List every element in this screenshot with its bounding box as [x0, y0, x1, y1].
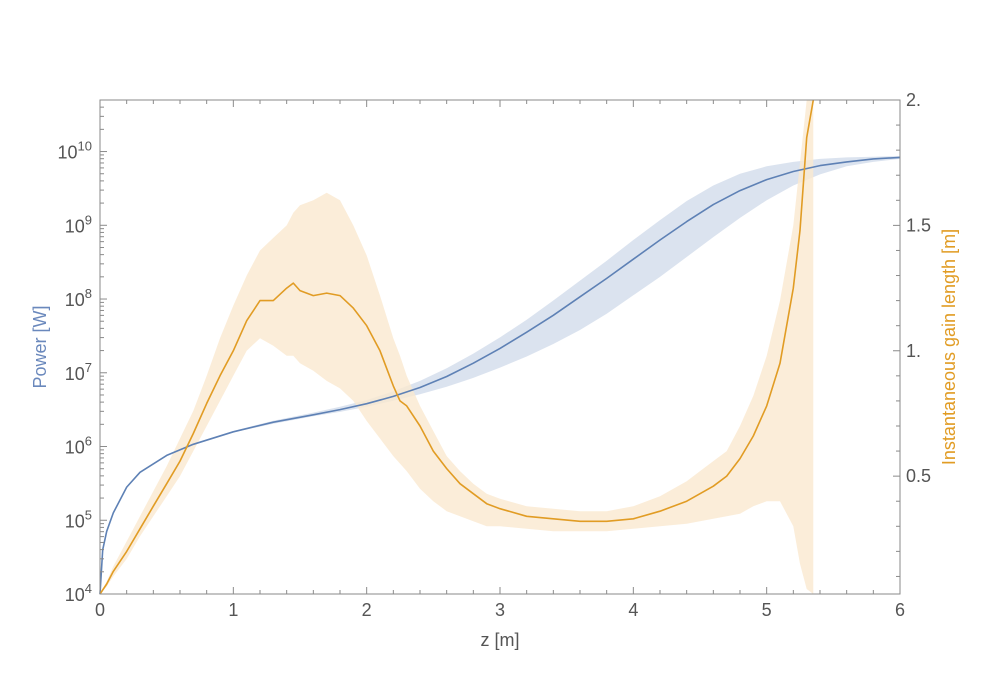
x-tick-label: 0 — [95, 600, 105, 620]
uncertainty-bands — [100, 100, 900, 594]
series-line-power — [99, 156, 901, 595]
x-tick-label: 6 — [895, 600, 905, 620]
right-tick-label: 0.5 — [906, 466, 931, 486]
series-band-gain-length — [100, 100, 814, 594]
left-tick-label: 109 — [65, 212, 92, 236]
x-tick-label: 1 — [228, 600, 238, 620]
right-tick-label: 2. — [906, 90, 921, 110]
right-axis-title: Instantaneous gain length [m] — [939, 229, 959, 465]
right-axis-ticks: 0.5 1. 1.5 2. — [893, 90, 931, 577]
x-tick-label: 4 — [628, 600, 638, 620]
left-tick-label: 106 — [65, 434, 92, 458]
x-tick-label: 2 — [362, 600, 372, 620]
right-tick-label: 1.5 — [906, 215, 931, 235]
x-axis-title: z [m] — [481, 630, 520, 650]
left-axis-title: Power [W] — [30, 305, 50, 388]
left-tick-label: 107 — [65, 360, 92, 384]
right-tick-label: 1. — [906, 341, 921, 361]
left-tick-label: 1010 — [58, 139, 93, 163]
series-lines — [99, 99, 901, 595]
left-tick-label: 108 — [65, 286, 92, 310]
x-tick-label: 3 — [495, 600, 505, 620]
left-axis-ticks: 104 105 106 107 108 109 1010 — [58, 99, 107, 605]
series-line-gain-length — [99, 99, 815, 595]
x-axis-ticks: 0 1 2 3 4 5 6 — [95, 100, 905, 620]
left-tick-label: 104 — [65, 581, 92, 605]
x-tick-label: 5 — [762, 600, 772, 620]
left-tick-label: 105 — [65, 507, 92, 531]
